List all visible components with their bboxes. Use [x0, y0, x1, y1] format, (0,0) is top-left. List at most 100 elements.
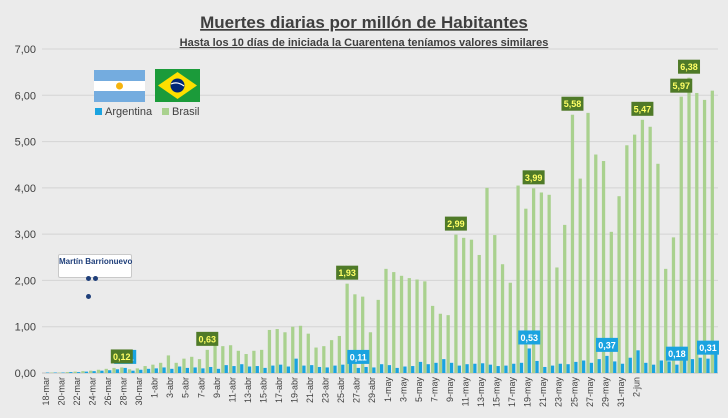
- bar-brasil: [276, 329, 279, 373]
- svg-text:0,63: 0,63: [199, 334, 217, 344]
- x-tick-label: 11-may: [460, 377, 470, 407]
- bar-brasil: [485, 188, 488, 373]
- chart-title: Muertes diarias por millón de Habitantes: [200, 13, 528, 32]
- bar-brasil: [571, 115, 574, 373]
- bar-argentina: [427, 364, 430, 373]
- bar-argentina: [357, 368, 360, 373]
- bar-argentina: [388, 365, 391, 373]
- bar-brasil: [229, 345, 232, 373]
- bar-argentina: [442, 359, 445, 373]
- bar-brasil: [206, 350, 209, 373]
- legend-swatch-brasil: [162, 108, 169, 115]
- bar-brasil: [462, 238, 465, 373]
- bar-argentina: [497, 366, 500, 373]
- author-logo-text: Martín Barrionuevo: [59, 257, 131, 266]
- bar-argentina: [598, 359, 601, 373]
- x-tick-label: 15-may: [492, 377, 502, 408]
- data-label-argentina: 0,37: [596, 338, 618, 352]
- bar-brasil: [338, 336, 341, 373]
- bar-brasil: [143, 366, 146, 373]
- x-tick-label: 24-mar: [88, 377, 98, 406]
- bar-brasil: [703, 100, 706, 373]
- x-tick-label: 23-may: [554, 377, 564, 408]
- x-tick-label: 27-may: [585, 377, 595, 408]
- bar-argentina: [69, 372, 72, 373]
- bar-argentina: [590, 363, 593, 373]
- bar-argentina: [333, 366, 336, 373]
- svg-text:3,99: 3,99: [525, 173, 543, 183]
- bar-brasil: [322, 346, 325, 373]
- x-tick-label: 5-abr: [181, 377, 191, 398]
- x-tick-label: 30-mar: [134, 377, 144, 406]
- bar-brasil: [454, 235, 457, 373]
- x-tick-label: 9-abr: [212, 377, 222, 398]
- x-tick-label: 19-abr: [290, 377, 300, 403]
- bar-argentina: [131, 371, 134, 373]
- bar-argentina: [403, 367, 406, 373]
- x-tick-label: 22-mar: [72, 377, 82, 406]
- legend-label-argentina: Argentina: [105, 106, 153, 118]
- bar-argentina: [629, 358, 632, 373]
- bar-brasil: [299, 326, 302, 373]
- x-tick-label: 15-abr: [258, 377, 268, 403]
- bar-argentina: [380, 364, 383, 373]
- x-tick-label: 7-abr: [196, 377, 206, 398]
- bar-brasil: [81, 371, 84, 373]
- bar-brasil: [237, 351, 240, 373]
- bar-argentina: [170, 369, 173, 373]
- bar-argentina: [155, 368, 158, 373]
- bar-argentina: [217, 369, 220, 373]
- x-tick-label: 26-mar: [103, 377, 113, 406]
- bar-argentina: [667, 361, 670, 373]
- x-tick-label: 17-may: [507, 377, 517, 408]
- bar-brasil: [470, 240, 473, 373]
- bar-argentina: [256, 366, 259, 373]
- bar-argentina: [108, 370, 111, 373]
- data-label-brasil: 3,99: [523, 170, 545, 184]
- bar-brasil: [431, 306, 434, 373]
- svg-text:0,53: 0,53: [520, 333, 538, 343]
- data-label-argentina: 0,53: [518, 330, 540, 344]
- bar-brasil: [687, 78, 690, 373]
- data-label-argentina: 0,18: [666, 347, 688, 361]
- bar-brasil: [555, 267, 558, 373]
- bar-brasil: [221, 346, 224, 373]
- bar-brasil: [213, 344, 216, 373]
- bar-argentina: [248, 367, 251, 373]
- bar-argentina: [232, 366, 235, 373]
- bar-argentina: [504, 366, 507, 373]
- bar-argentina: [535, 361, 538, 373]
- bar-argentina: [636, 350, 639, 373]
- bar-argentina: [147, 369, 150, 373]
- bar-argentina: [675, 365, 678, 373]
- bar-argentina: [528, 348, 531, 373]
- bar-brasil: [532, 188, 535, 373]
- bar-brasil: [493, 235, 496, 373]
- bar-brasil: [128, 369, 131, 373]
- bar-argentina: [458, 366, 461, 373]
- bar-argentina: [364, 367, 367, 373]
- x-tick-label: 29-may: [600, 377, 610, 408]
- x-tick-label: 1-may: [383, 377, 393, 403]
- svg-text:0,18: 0,18: [668, 349, 686, 359]
- bar-brasil: [400, 276, 403, 373]
- bar-argentina: [279, 365, 282, 373]
- bar-argentina: [714, 354, 717, 373]
- svg-text:5,58: 5,58: [564, 99, 582, 109]
- bar-brasil: [633, 135, 636, 373]
- bar-brasil: [66, 372, 69, 373]
- data-label-brasil: 5,97: [670, 79, 692, 93]
- bar-brasil: [74, 372, 77, 373]
- bar-brasil: [260, 350, 263, 373]
- bar-brasil: [695, 93, 698, 373]
- bar-brasil: [307, 334, 310, 373]
- bar-brasil: [524, 209, 527, 373]
- svg-text:1,93: 1,93: [338, 268, 356, 278]
- bar-brasil: [680, 97, 683, 373]
- y-tick-label: 5,00: [15, 137, 36, 149]
- data-label-brasil: 0,63: [196, 332, 218, 346]
- bar-argentina: [77, 372, 80, 373]
- bar-brasil: [112, 368, 115, 373]
- bar-brasil: [105, 369, 108, 373]
